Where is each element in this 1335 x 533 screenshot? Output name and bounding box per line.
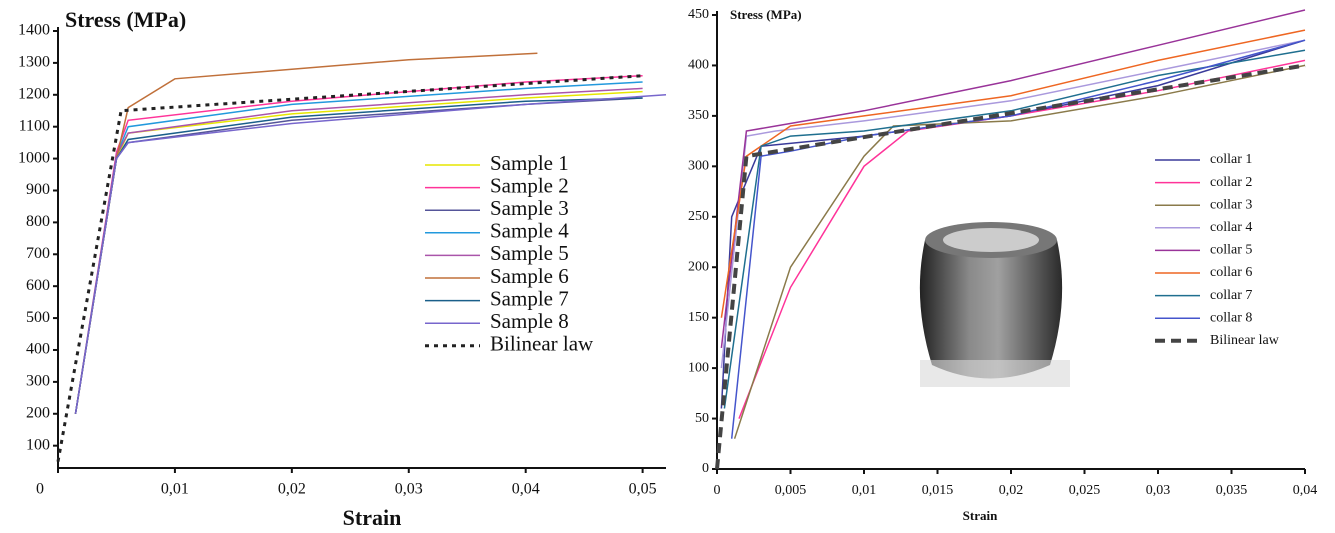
y-tick-label: 1400 [18,22,50,39]
legend-label: Bilinear law [490,332,594,356]
legend-label: collar 1 [1210,152,1252,167]
legend-label: collar 3 [1210,197,1252,212]
y-tick-label: 100 [26,436,50,453]
legend-label: Sample 5 [490,241,569,265]
y-axis-title: Stress (MPa) [730,7,802,22]
y-tick-label: 300 [26,373,50,390]
x-tick-label: 0,005 [775,483,807,498]
y-tick-label: 1000 [18,149,50,166]
x-axis-title: Strain [343,505,402,530]
series-line [720,9,1306,348]
y-tick-label: 700 [26,245,50,262]
legend-label: Sample 2 [490,173,569,197]
x-tick-label: 0,01 [161,481,189,498]
y-tick-label: 900 [26,181,50,198]
series-line [723,49,1306,409]
y-tick-label: 100 [688,360,709,375]
y-axis-title: Stress (MPa) [65,7,186,32]
inset-photo [905,215,1070,387]
y-tick-label: 200 [688,259,709,274]
y-tick-label: 50 [695,411,709,426]
x-axis-title: Strain [963,508,998,523]
y-tick-label: 200 [26,404,50,421]
x-tick-label: 0,03 [395,481,423,498]
y-tick-label: 450 [688,7,709,22]
y-tick-label: 150 [688,310,709,325]
series-line [738,59,1306,419]
legend-label: collar 7 [1210,288,1252,303]
legend-label: collar 4 [1210,220,1252,235]
x-tick-label: 0,03 [1146,483,1171,498]
x-tick-label: 0 [714,483,721,498]
y-tick-label: 300 [688,159,709,174]
x-tick-label: 0,05 [629,481,657,498]
legend-label: Sample 6 [490,264,569,288]
x-tick-label: 0,02 [999,483,1024,498]
y-tick-label: 500 [26,309,50,326]
y-tick-label: 800 [26,213,50,230]
series-line [715,63,1306,470]
x-tick-label: 0,025 [1069,483,1101,498]
legend-label: Bilinear law [1210,333,1280,348]
y-tick-label: 350 [688,108,709,123]
x-tick-label: 0,015 [922,483,954,498]
x-tick-label: 0,02 [278,481,306,498]
x-tick-label: 0,01 [852,483,877,498]
x-tick-label: 0,04 [1293,483,1318,498]
y-tick-label: 250 [688,209,709,224]
series-line [56,74,643,462]
y-tick-label: 1200 [18,85,50,102]
x-tick-label: 0,035 [1216,483,1248,498]
legend-label: collar 2 [1210,175,1252,190]
series-line [720,29,1306,318]
legend-label: collar 5 [1210,243,1252,258]
y-tick-label: 400 [688,58,709,73]
y-tick-label: 1300 [18,54,50,71]
legend-label: Sample 3 [490,196,569,220]
legend-label: Sample 1 [490,151,569,175]
x-tick-label: 0,04 [512,481,540,498]
series-line [74,94,667,414]
y-tick-label: 600 [26,277,50,294]
legend-label: Sample 4 [490,219,569,243]
legend-label: collar 8 [1210,310,1252,325]
series-line [733,64,1306,439]
y-tick-label: 1100 [19,117,50,134]
y-tick-label: 0 [702,461,709,476]
legend-label: Sample 8 [490,309,569,333]
legend-label: Sample 7 [490,286,569,310]
legend-label: collar 6 [1210,265,1252,280]
y-tick-label: 400 [26,341,50,358]
x-tick-label: 0 [36,481,44,498]
